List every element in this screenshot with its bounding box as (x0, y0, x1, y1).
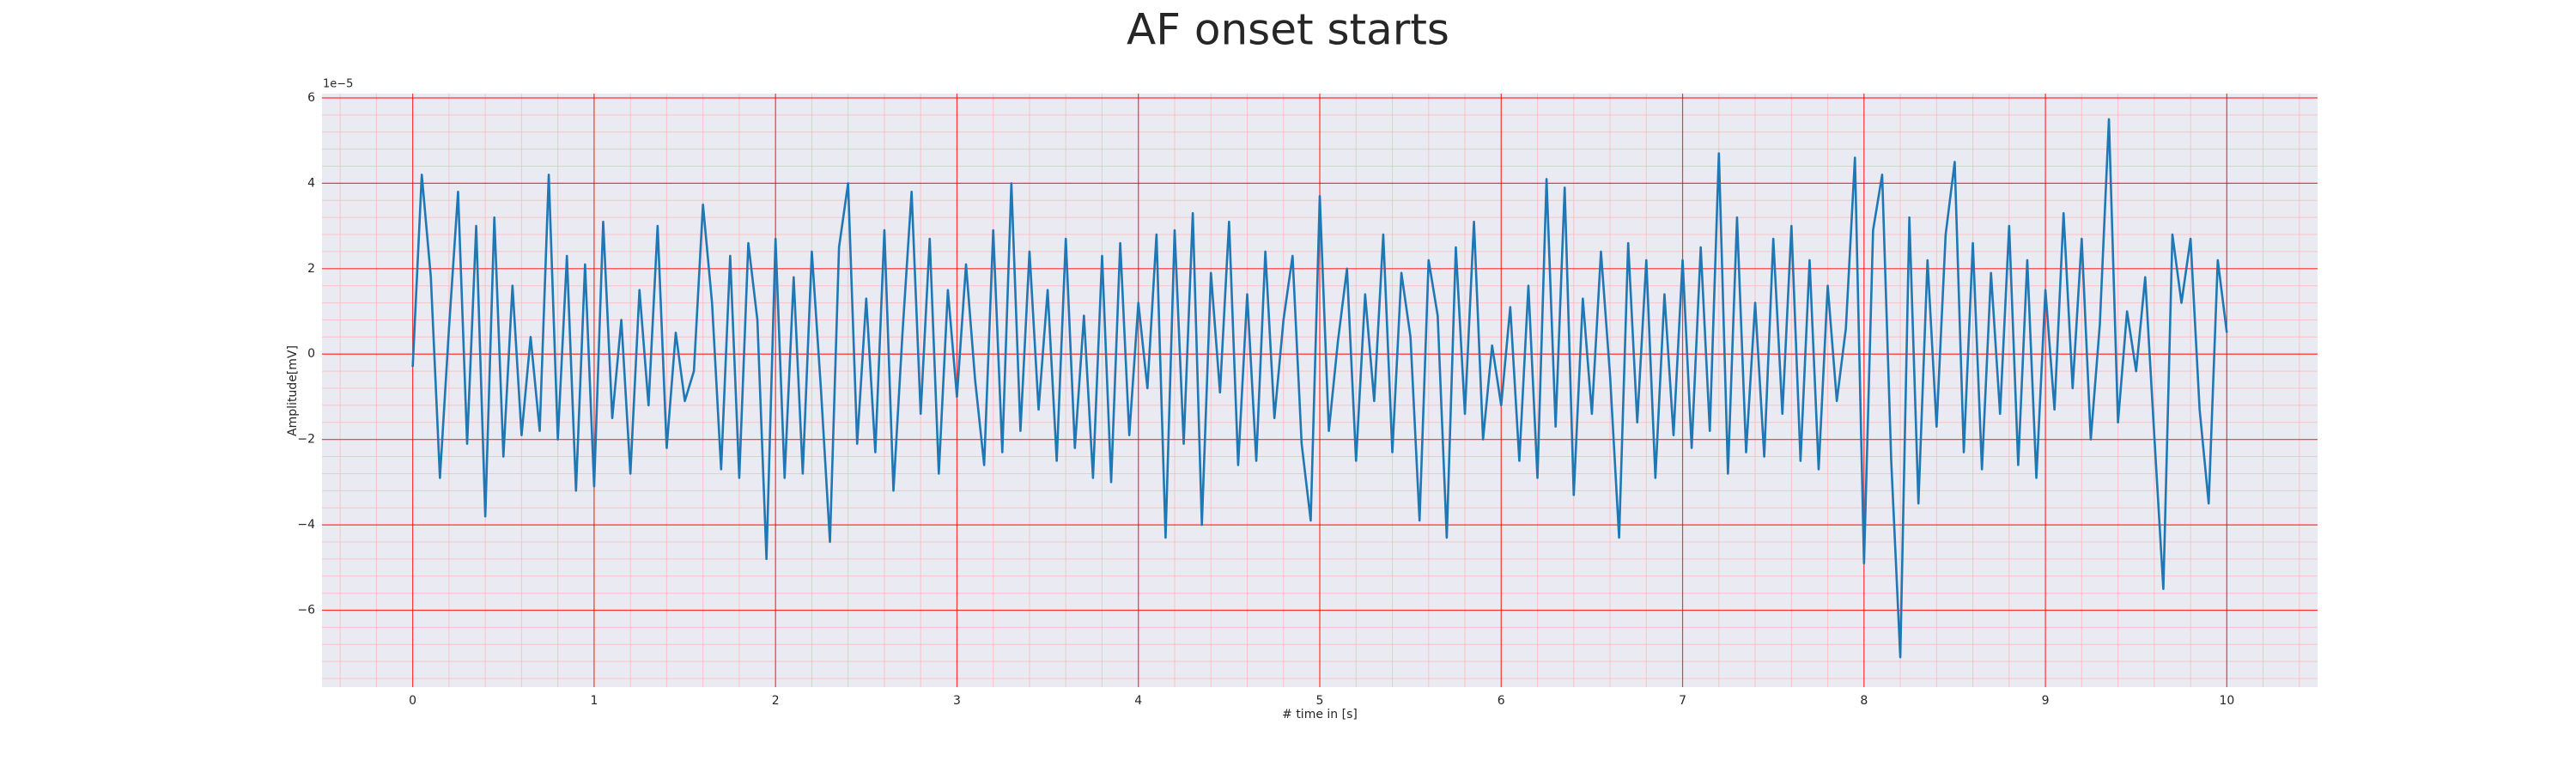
y-tick-label: −2 (297, 433, 315, 447)
x-tick-label: 2 (772, 694, 780, 708)
y-tick-label: −4 (297, 518, 315, 532)
x-tick-label: 3 (953, 694, 961, 708)
x-tick-label: 4 (1134, 694, 1142, 708)
x-tick-label: 0 (409, 694, 416, 708)
y-tick-label: 6 (307, 91, 315, 105)
y-tick-label: −6 (297, 604, 315, 618)
y-axis-label: Amplitude[mV] (286, 345, 300, 436)
y-offset-label: 1e−5 (323, 78, 353, 91)
x-axis-label: # time in [s] (1282, 708, 1358, 721)
x-tick-label: 6 (1498, 694, 1505, 708)
y-tick-label: 4 (307, 176, 315, 190)
x-tick-label: 8 (1860, 694, 1868, 708)
x-tick-label: 10 (2219, 694, 2234, 708)
y-tick-label: 2 (307, 262, 315, 276)
line-series (411, 118, 2228, 659)
x-tick-label: 1 (590, 694, 598, 708)
x-tick-label: 7 (1679, 694, 1686, 708)
chart-title: AF onset starts (1127, 5, 1449, 55)
x-tick-label: 9 (2042, 694, 2050, 708)
x-tick-label: 5 (1316, 694, 1324, 708)
y-tick-label: 0 (307, 347, 315, 361)
